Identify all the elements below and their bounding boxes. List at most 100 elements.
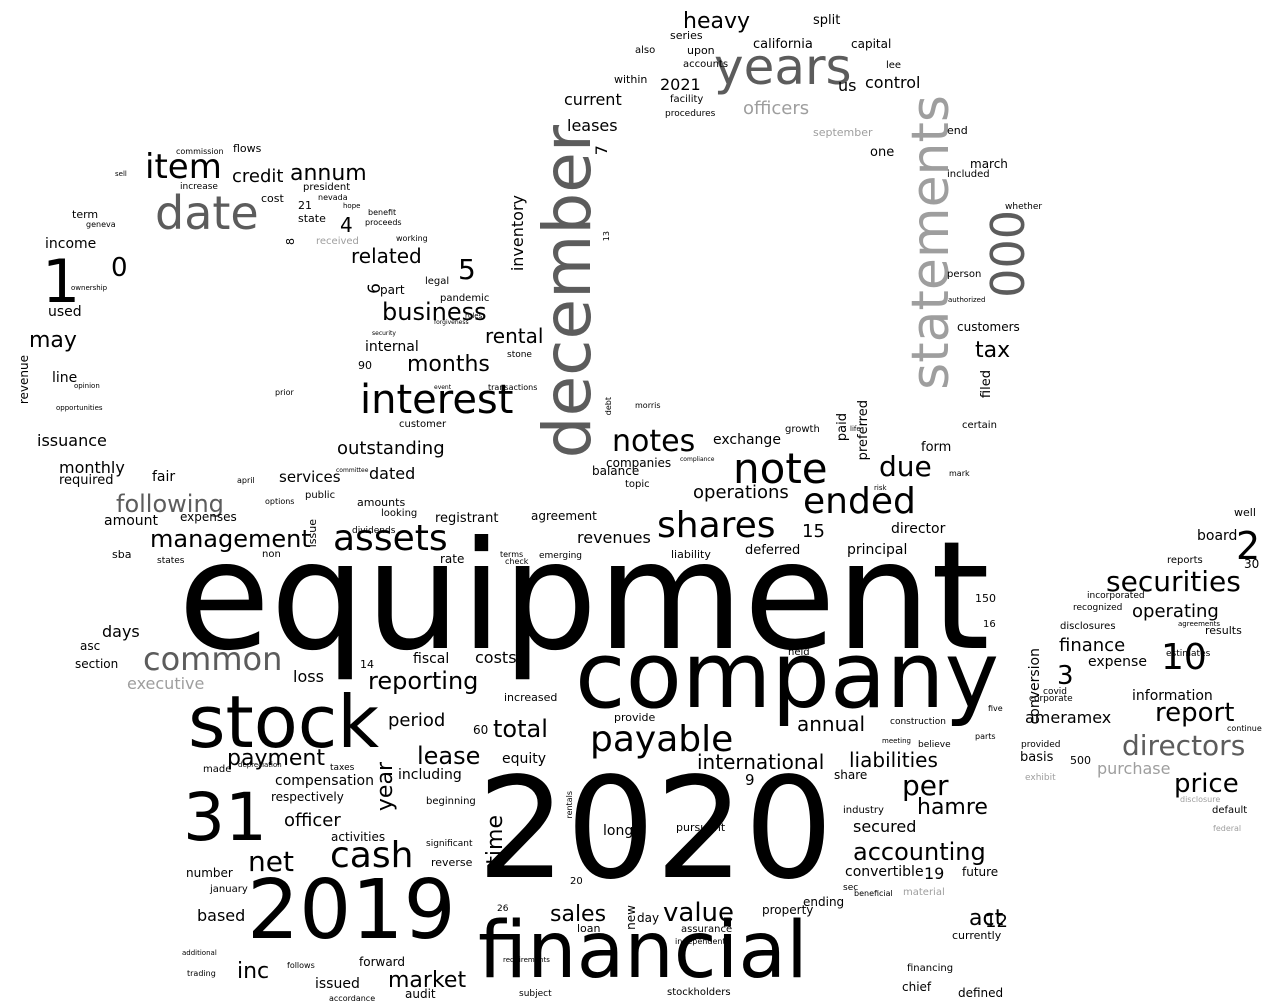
word-revenues: revenues [577, 528, 651, 547]
word-five: five [988, 704, 1003, 713]
word-future: future [962, 865, 999, 879]
word-increase: increase [180, 182, 218, 192]
word-convertible: convertible [845, 864, 924, 880]
word-facility: facility [670, 94, 704, 105]
word-reverse: reverse [431, 856, 473, 869]
word-person: person [947, 269, 982, 280]
word-notes: notes [612, 424, 696, 459]
word-growth: growth [785, 424, 820, 435]
word-annual: annual [797, 712, 866, 736]
word-nevada: nevada [318, 193, 348, 202]
word-required: required [59, 473, 114, 488]
word-n4: 4 [340, 213, 353, 237]
word-leases: leases [567, 116, 618, 135]
word-term: term [72, 208, 99, 221]
word-amounts: amounts [357, 496, 406, 509]
word-n30: 30 [1244, 557, 1260, 571]
word-legal: legal [425, 276, 450, 287]
word-split: split [813, 13, 841, 28]
word-capital: capital [851, 37, 892, 51]
word-dated: dated [369, 464, 416, 483]
word-estimates: estimates [1166, 649, 1211, 659]
word-n14: 14 [360, 658, 374, 671]
word-meeting: meeting [882, 737, 912, 745]
word-common: common [143, 640, 283, 678]
word-california: california [753, 37, 813, 52]
word-n3: 3 [1057, 661, 1074, 691]
word-one: one [870, 145, 895, 160]
word-chief: chief [902, 980, 932, 994]
word-state: state [298, 212, 326, 225]
word-operations: operations [693, 482, 789, 503]
word-material: material [903, 887, 945, 898]
word-december: december [529, 125, 606, 459]
word-loss: loss [293, 667, 324, 686]
word-year: year [373, 762, 398, 812]
word-heavy: heavy [683, 9, 750, 34]
word-current: current [564, 90, 622, 109]
word-n31: 31 [183, 779, 267, 856]
word-credit: credit [232, 166, 284, 187]
word-revenue: revenue [17, 355, 31, 405]
word-september: september [813, 126, 873, 139]
word-net: net [248, 845, 294, 878]
word-cash: cash [330, 835, 414, 876]
word-control: control [865, 73, 921, 92]
word-n20: 20 [570, 876, 583, 887]
word-n60: 60 [473, 723, 489, 737]
word-rentals: rentals [565, 791, 574, 819]
word-sell: sell [115, 170, 127, 178]
word-within: within [614, 73, 648, 86]
word-non: non [262, 549, 281, 560]
word-ended: ended [803, 481, 916, 522]
word-requirements: requirements [503, 956, 550, 964]
word-management: management [150, 525, 311, 553]
word-ownership: ownership [71, 284, 108, 292]
word-operating: operating [1132, 601, 1219, 622]
word-depreciation: depreciation [238, 761, 282, 769]
word-reporting: reporting [368, 667, 479, 695]
word-related: related [351, 244, 422, 268]
word-form: form [921, 440, 952, 455]
word-life: life [850, 425, 861, 433]
word-principal: principal [847, 542, 908, 558]
word-days: days [102, 622, 140, 641]
word-payment: payment [227, 746, 326, 771]
word-fiscal: fiscal [413, 651, 450, 667]
word-board: board [1197, 528, 1238, 544]
word-n2021: 2021 [660, 75, 701, 94]
word-assurance: assurance [681, 924, 733, 935]
word-whether: whether [1005, 202, 1043, 212]
word-n8: 8 [284, 238, 297, 245]
word-fair: fair [152, 469, 176, 485]
word-income: income [45, 236, 97, 252]
word-increased: increased [504, 691, 558, 704]
word-certain: certain [962, 420, 997, 431]
word-information: information [1132, 688, 1213, 704]
word-industry: industry [843, 805, 884, 816]
word-forward: forward [359, 955, 406, 969]
word-asc: asc [80, 639, 101, 653]
word-loan: loan [577, 922, 601, 935]
word-liabilities: liabilities [849, 748, 938, 772]
word-additional: additional [182, 949, 217, 957]
word-lee: lee [886, 60, 902, 71]
word-paid: paid [835, 413, 850, 442]
word-n0: 0 [111, 253, 128, 283]
word-inc: inc [237, 959, 270, 984]
word-options: options [265, 497, 295, 506]
word-exchange: exchange [713, 432, 781, 448]
word-subject: subject [519, 989, 552, 999]
word-inventory: inventory [508, 195, 527, 272]
word-default: default [1212, 805, 1248, 816]
word-registrant: registrant [435, 511, 499, 526]
word-commission: commission [176, 147, 224, 156]
word-made: made [203, 764, 232, 775]
word-january: january [210, 884, 248, 895]
word-director: director [891, 521, 946, 537]
word-well: well [1234, 506, 1256, 519]
word-customers: customers [957, 320, 1020, 334]
word-long: long [603, 823, 634, 839]
word-parts: parts [975, 732, 996, 741]
word-sales: sales [550, 902, 607, 927]
